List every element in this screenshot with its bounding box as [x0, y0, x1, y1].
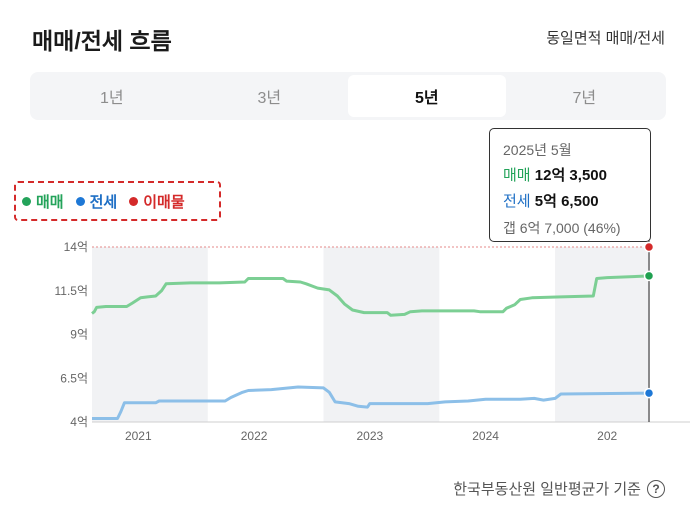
year-band-2 [555, 247, 650, 422]
tooltip-sale-value: 12억 3,500 [534, 167, 607, 184]
x-tick-label: 2021 [125, 429, 152, 443]
chart-tooltip: 2025년 5월 매매 12억 3,500 전세 5억 6,500 갭 6억 7… [489, 128, 651, 242]
sale-series-line [91, 274, 651, 317]
period-tabs: 1년 3년 5년 7년 [30, 72, 666, 120]
area-basis-label[interactable]: 동일면적 매매/전세 [546, 30, 665, 47]
y-tick-label: 14억 [64, 240, 88, 254]
tab-5y[interactable]: 5년 [348, 75, 506, 117]
tooltip-jeonse-value: 5억 6,500 [534, 193, 599, 210]
legend-listing[interactable]: 이매물 [129, 191, 185, 212]
year-band-0 [92, 247, 208, 422]
page-title: 매매/전세 흐름 [32, 28, 172, 54]
tooltip-sale-label: 매매 [503, 167, 531, 184]
jeonse-series-line [92, 385, 651, 420]
endpoint-dot-1 [643, 270, 655, 282]
y-tick-label: 6.5억 [60, 371, 88, 385]
legend-jeonse[interactable]: 전세 [75, 191, 117, 212]
x-tick-label: 202 [597, 429, 617, 443]
legend-sale[interactable]: 매매 [22, 191, 64, 212]
chart-legend: 매매 전세 이매물 [14, 181, 221, 221]
jeonse-dot-icon [75, 196, 85, 206]
tab-1y[interactable]: 1년 [99, 90, 124, 107]
y-tick-label: 9억 [70, 328, 88, 342]
price-trend-chart[interactable]: 4억 6.5억 9억 11.5억 14억 2021 2022 2023 2024 202 [0, 230, 697, 450]
tab-7y[interactable]: 7년 [572, 90, 597, 107]
x-tick-label: 2024 [472, 429, 499, 443]
year-band-1 [323, 247, 440, 422]
y-tick-label: 11.5억 [54, 284, 88, 298]
question-icon[interactable]: ? [647, 479, 665, 498]
sale-dot-icon [22, 196, 31, 206]
tooltip-date: 2025년 5월 [503, 142, 572, 158]
tooltip-gap: 갭 6억 7,000 (46%) [503, 220, 621, 236]
x-tick-label: 2023 [356, 429, 383, 443]
tooltip-jeonse-label: 전세 [503, 193, 531, 210]
listing-dot-icon [129, 196, 139, 206]
endpoint-dot-0 [643, 241, 655, 253]
x-tick-label: 2022 [241, 429, 268, 443]
data-source-note: 한국부동산원 일반평균가 기준 ? [453, 478, 665, 499]
tab-3y[interactable]: 3년 [257, 90, 282, 107]
y-tick-label: 4억 [70, 415, 88, 429]
source-text: 한국부동산원 일반평균가 기준 [453, 481, 641, 498]
endpoint-dot-2 [643, 387, 655, 399]
